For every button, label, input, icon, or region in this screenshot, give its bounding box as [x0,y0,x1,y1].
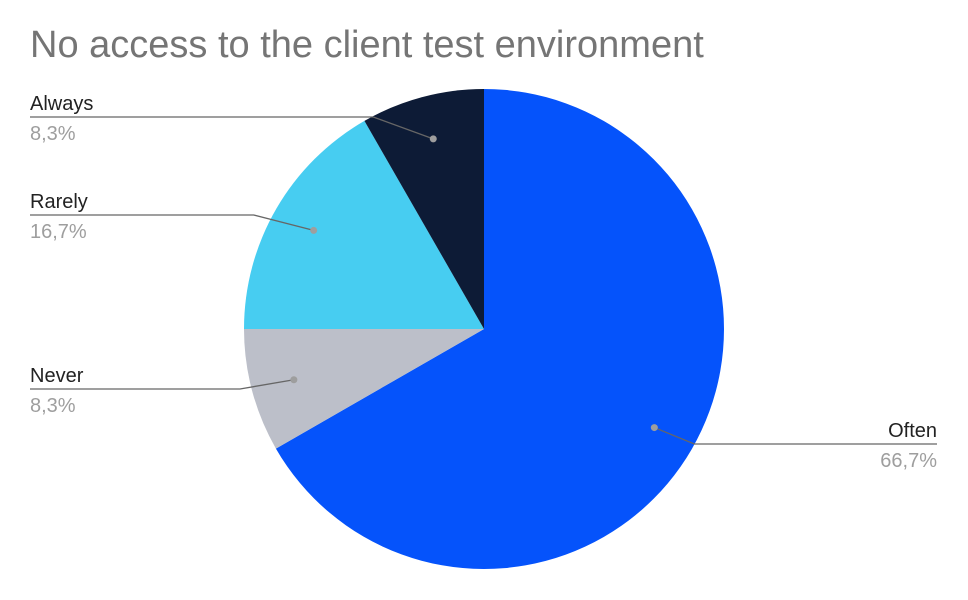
slice-labels: Often 66,7% Never 8,3% Rarely 16,7% Always 8,3% [30,93,937,472]
pie-slice-rarely [244,120,484,329]
slice-percent-often: 66,7% [880,450,937,472]
leader-lines [30,116,937,445]
leader-line-always [30,116,434,140]
slice-percent-always: 8,3% [30,123,76,145]
slice-label-always: Always [30,93,93,115]
slice-label-never: Never [30,365,84,387]
pie-slice-always [364,89,484,329]
leader-line-rarely [30,214,314,232]
leader-line-often [654,426,937,445]
leader-line-never [30,379,294,390]
leader-dot-always [429,135,437,143]
chart-title: No access to the client test environment [30,24,704,66]
slice-percent-rarely: 16,7% [30,221,87,243]
pie-slice-often [275,89,725,569]
slice-percent-never: 8,3% [30,395,76,417]
slice-label-rarely: Rarely [30,191,88,213]
leader-dot-often [650,424,658,432]
leader-dot-rarely [310,226,318,234]
pie-slice-never [244,329,484,449]
slice-label-often: Often [888,420,937,442]
pie-slices [244,89,725,569]
leader-dot-never [290,376,298,384]
